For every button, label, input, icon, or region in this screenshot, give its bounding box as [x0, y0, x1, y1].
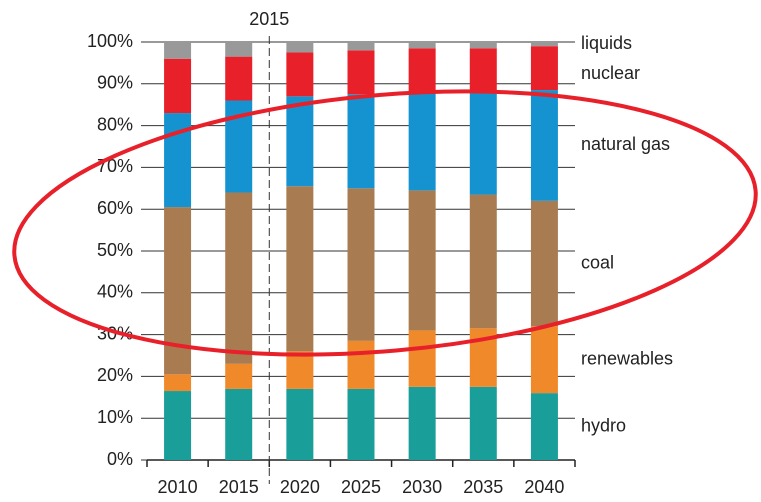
bar-segment: [469, 48, 497, 93]
bar-segment: [469, 386, 497, 460]
x-tick-label: 2040: [524, 477, 564, 497]
bar-segment: [164, 374, 192, 392]
bar-segment: [164, 42, 192, 59]
legend-label: nuclear: [581, 63, 640, 83]
bar-segment: [408, 330, 436, 387]
bar-segment: [286, 388, 314, 460]
legend-label: renewables: [581, 348, 673, 368]
bar-segment: [225, 56, 253, 101]
bar-segment: [469, 42, 497, 49]
bar-segment: [164, 391, 192, 460]
bar-segment: [530, 200, 558, 327]
bar-segment: [408, 48, 436, 93]
bar-segment: [286, 96, 314, 187]
bar-segment: [408, 42, 436, 49]
bar-segment: [347, 340, 375, 389]
bar-segment: [530, 46, 558, 91]
y-tick-label: 70%: [97, 156, 133, 176]
bar-segment: [225, 192, 253, 364]
y-tick-label: 80%: [97, 114, 133, 134]
bar-segment: [225, 363, 253, 389]
y-tick-label: 40%: [97, 282, 133, 302]
bar-segment: [286, 351, 314, 389]
legend-label: coal: [581, 252, 614, 272]
x-tick-label: 2020: [280, 477, 320, 497]
bar-segment: [469, 92, 497, 195]
bar-segment: [530, 42, 558, 47]
x-tick-label: 2025: [341, 477, 381, 497]
legend-label: liquids: [581, 33, 632, 53]
y-tick-label: 10%: [97, 407, 133, 427]
y-tick-label: 50%: [97, 240, 133, 260]
bar-segment: [347, 388, 375, 460]
legend-label: natural gas: [581, 134, 670, 154]
bar-segment: [286, 42, 314, 53]
bar-segment: [408, 92, 436, 191]
y-tick-label: 60%: [97, 198, 133, 218]
annotation: 2015: [249, 9, 289, 29]
bar-segment: [164, 58, 192, 114]
bar-segment: [286, 52, 314, 97]
y-tick-label: 0%: [107, 449, 133, 469]
bar-segment: [347, 94, 375, 189]
bar-segment: [469, 194, 497, 329]
x-tick-label: 2035: [463, 477, 503, 497]
bar-segment: [164, 113, 192, 208]
legend-label: hydro: [581, 415, 626, 435]
x-tick-label: 2030: [402, 477, 442, 497]
bar-segment: [164, 207, 192, 375]
bar-segment: [225, 388, 253, 460]
bar-segment: [347, 42, 375, 51]
bar-segment: [530, 90, 558, 201]
bar-segment: [408, 386, 436, 460]
y-tick-label: 20%: [97, 365, 133, 385]
bar-segment: [286, 186, 314, 352]
bar-segment: [347, 50, 375, 95]
bar-segment: [347, 188, 375, 341]
bar-segment: [530, 393, 558, 460]
y-tick-label: 100%: [87, 31, 133, 51]
bar-segment: [408, 190, 436, 331]
x-tick-label: 2015: [219, 477, 259, 497]
bar-segment: [530, 326, 558, 394]
highlight-ellipse: [12, 89, 758, 357]
bar-segment: [225, 42, 253, 57]
y-tick-label: 90%: [97, 73, 133, 93]
x-tick-label: 2010: [158, 477, 198, 497]
